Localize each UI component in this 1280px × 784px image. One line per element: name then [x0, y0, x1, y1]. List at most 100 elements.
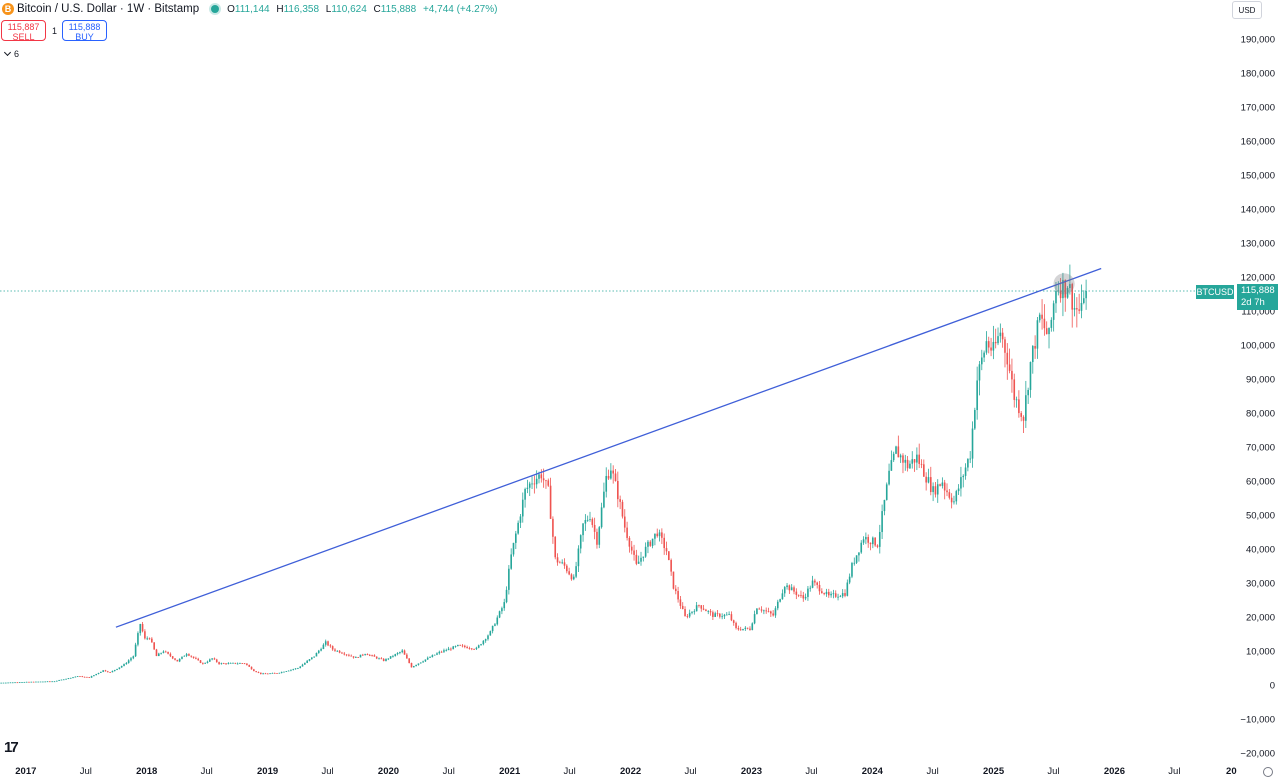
x-tick-label: 2024 [862, 766, 884, 777]
candle-body [862, 539, 865, 543]
chart-legend-header: B Bitcoin / U.S. Dollar · 1W · Bitstamp … [0, 0, 501, 18]
candle-body [113, 669, 116, 671]
candle-body [1073, 308, 1076, 310]
candle-body [7, 682, 9, 684]
candle-body [9, 682, 12, 684]
candle-body [816, 582, 819, 585]
x-tick-label: Jul [443, 766, 455, 777]
candle-body [974, 410, 976, 429]
candle-body [457, 644, 459, 647]
candle-body [962, 475, 965, 478]
candle-body [605, 476, 608, 492]
y-tick-label: 40,000 [1246, 545, 1275, 556]
candle-body [155, 649, 158, 657]
candle-body [535, 478, 538, 485]
buy-button[interactable]: 115,888 BUY [62, 20, 107, 42]
candle-body [1050, 319, 1053, 328]
candle-body [399, 652, 401, 653]
candle-body [385, 658, 387, 661]
indicators-collapse-button[interactable]: 6 [2, 47, 22, 61]
candle-body [192, 656, 195, 658]
candle-body [668, 551, 670, 561]
candle-body [916, 454, 918, 463]
candle-body [950, 497, 953, 503]
candle-body [387, 658, 390, 660]
candle-body [925, 476, 927, 483]
candle-body [633, 550, 635, 555]
trendline[interactable] [115, 267, 1102, 628]
candle-body [517, 522, 519, 534]
candle-body [352, 656, 355, 658]
candle-body [18, 682, 21, 684]
highlight-circle[interactable] [1053, 273, 1075, 295]
candle-body [630, 546, 633, 551]
candle-body [929, 477, 932, 493]
y-tick-label: 50,000 [1246, 511, 1275, 522]
candle-body [171, 656, 174, 659]
price-axis-bg[interactable] [1232, 0, 1280, 784]
candle-body [735, 622, 737, 629]
settings-gear-icon[interactable] [1263, 767, 1273, 777]
candle-body [28, 681, 30, 683]
x-tick-label: Jul [201, 766, 213, 777]
candle-body [714, 613, 717, 617]
candle-body [765, 610, 768, 612]
candle-body [589, 519, 591, 520]
candle-body [162, 651, 165, 653]
candle-body [49, 681, 51, 683]
symbol-title[interactable]: Bitcoin / U.S. Dollar · 1W · Bitstamp [17, 3, 200, 15]
candle-body [208, 659, 211, 662]
candle-body [865, 537, 867, 540]
candle-body [338, 650, 341, 653]
candle-body [948, 492, 951, 498]
x-tick-label: 2017 [15, 766, 36, 777]
candle-body [549, 485, 552, 519]
candle-body [86, 676, 88, 678]
time-axis-bg[interactable] [0, 761, 1280, 784]
candle-body [373, 655, 376, 657]
y-tick-label: 120,000 [1241, 273, 1275, 284]
candle-body [860, 542, 863, 553]
candle-body [283, 671, 285, 673]
candle-body [197, 658, 200, 661]
sell-label: SELL [12, 32, 35, 42]
candle-body [146, 638, 149, 640]
candle-body [767, 611, 770, 613]
spread-value: 1 [52, 26, 58, 36]
sell-price: 115,887 [7, 22, 40, 32]
candle-body [310, 657, 313, 660]
candle-body [674, 588, 677, 592]
candle-body [626, 527, 628, 538]
candlestick-series [0, 264, 1087, 684]
candle-body [614, 473, 617, 481]
candle-body [728, 614, 730, 615]
candle-body [60, 679, 63, 681]
candle-body [730, 614, 733, 621]
candle-body [199, 660, 202, 663]
symbol-price-label[interactable]: BTCUSD [1196, 285, 1234, 299]
candle-body [623, 516, 626, 528]
candle-body [883, 499, 886, 512]
candle-body [679, 599, 682, 606]
sell-button[interactable]: 115,887 SELL [1, 20, 46, 42]
candle-body [1038, 314, 1041, 321]
x-tick-label: 2020 [378, 766, 399, 777]
tradingview-logo-icon[interactable]: 17 [4, 739, 19, 756]
candle-body [665, 548, 668, 552]
candle-body [380, 658, 383, 660]
candle-body [686, 616, 689, 617]
y-tick-label: 70,000 [1246, 443, 1275, 454]
currency-select[interactable]: USD [1232, 1, 1262, 19]
candle-body [79, 676, 81, 677]
candle-body [1057, 290, 1060, 292]
candle-body [584, 520, 587, 524]
candle-body [603, 491, 605, 508]
candle-body [654, 533, 656, 539]
candle-body [234, 662, 237, 664]
y-tick-label: 130,000 [1241, 239, 1275, 250]
candle-body [524, 488, 526, 500]
candle-body [81, 676, 84, 678]
candle-body [797, 594, 800, 596]
candle-body [329, 645, 332, 647]
